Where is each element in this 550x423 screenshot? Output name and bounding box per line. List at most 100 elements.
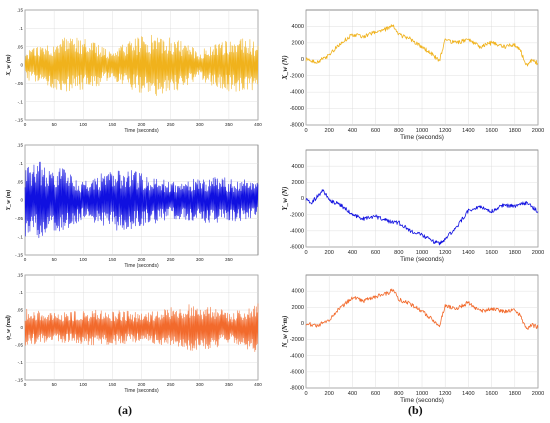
- y-tick-label: .15: [17, 143, 24, 148]
- x-tick-label: 1000: [416, 128, 428, 134]
- y-tick-label: -8000: [290, 123, 304, 129]
- y-tick-label: .15: [17, 273, 24, 278]
- y-tick-label: 0: [20, 63, 23, 68]
- y-tick-label: 0: [301, 57, 304, 63]
- x-tick-label: 50: [52, 122, 58, 127]
- y-tick-label: .05: [17, 44, 24, 49]
- x-tick-label: 400: [348, 391, 357, 397]
- y-tick-label: 0: [301, 321, 304, 327]
- y-axis-label: X_w (m): [5, 54, 12, 76]
- y-tick-label: 4000: [292, 24, 304, 30]
- x-tick-label: 1400: [462, 391, 474, 397]
- x-tick-label: 300: [196, 382, 204, 387]
- x-tick-label: 400: [348, 250, 357, 256]
- y-tick-label: .1: [19, 26, 23, 31]
- chart-yw: 0 50 100 150 200 250 300 350 .15 .1 .05 0 -.05 -.1 -.1…: [5, 143, 259, 269]
- y-axis-label: ψ_w (rad): [5, 315, 12, 340]
- x-axis-label: Time (seconds): [400, 256, 444, 263]
- y-tick-label: 2000: [292, 40, 304, 46]
- y-tick-label: 0: [301, 196, 304, 202]
- x-tick-label: 50: [52, 257, 58, 262]
- x-tick-label: 1800: [509, 128, 521, 134]
- x-tick-label: 800: [394, 391, 403, 397]
- x-tick-label: 0: [304, 128, 307, 134]
- series-line: [305, 288, 539, 330]
- x-tick-label: 1600: [485, 128, 497, 134]
- y-axis-label: X_w (N): [281, 55, 289, 80]
- x-tick-label: 600: [371, 250, 380, 256]
- y-tick-label: -8000: [290, 386, 304, 392]
- x-tick-label: 200: [138, 382, 146, 387]
- x-tick-label: 200: [138, 122, 146, 127]
- y-tick-label: .15: [17, 8, 24, 13]
- x-tick-label: 400: [254, 382, 262, 387]
- x-tick-label: 2000: [532, 391, 544, 397]
- x-tick-label: 0: [24, 257, 27, 262]
- x-tick-label: 1800: [509, 391, 521, 397]
- y-tick-label: -2000: [290, 73, 304, 79]
- y-axis-label: Y_w (N): [281, 187, 289, 211]
- x-tick-label: 100: [79, 257, 87, 262]
- x-tick-label: 2000: [532, 128, 544, 134]
- x-tick-label: 200: [325, 250, 334, 256]
- series-line: [24, 34, 259, 96]
- x-axis-label: Time (seconds): [124, 263, 159, 269]
- series-line: [305, 189, 539, 246]
- y-tick-label: .05: [17, 308, 24, 313]
- x-tick-label: 150: [109, 382, 117, 387]
- x-tick-label: 50: [52, 382, 58, 387]
- x-tick-label: 1800: [509, 250, 521, 256]
- y-tick-label: -.1: [18, 360, 24, 365]
- y-tick-label: -.15: [15, 118, 23, 123]
- x-tick-label: 250: [167, 257, 175, 262]
- x-tick-label: 1600: [485, 250, 497, 256]
- x-tick-label: 600: [371, 128, 380, 134]
- y-tick-label: 2000: [292, 305, 304, 311]
- x-tick-label: 100: [79, 382, 87, 387]
- x-tick-label: 1200: [439, 250, 451, 256]
- series-line: [24, 161, 259, 239]
- panel-label-a: (a): [118, 403, 132, 417]
- x-tick-label: 350: [225, 382, 233, 387]
- y-tick-label: -2000: [290, 337, 304, 343]
- x-tick-label: 0: [304, 391, 307, 397]
- x-tick-label: 250: [167, 122, 175, 127]
- y-axis-label: Y_w (m): [5, 190, 12, 211]
- y-tick-label: 4000: [292, 164, 304, 170]
- x-tick-label: 100: [79, 122, 87, 127]
- chart-xw: 0 50 100 150 200 250 300 350 400 .15 .1 .05 0 -.05 -.1…: [5, 8, 262, 134]
- y-tick-label: -.15: [15, 253, 23, 258]
- x-tick-label: 0: [24, 122, 27, 127]
- x-tick-label: 300: [196, 122, 204, 127]
- x-tick-label: 1400: [462, 128, 474, 134]
- x-tick-label: 1000: [416, 250, 428, 256]
- y-tick-label: -4000: [290, 90, 304, 96]
- x-tick-label: 0: [24, 382, 27, 387]
- chart-Yw: 0 200 400 600 800 1000 1200 1400 1600 1800 2000 400…: [281, 149, 544, 263]
- x-tick-label: 350: [225, 257, 233, 262]
- y-tick-label: -6000: [290, 106, 304, 112]
- x-tick-label: 0: [304, 250, 307, 256]
- chart-Nw: 0 200 400 600 800 1000 1200 1400 1600 1800 2000 400…: [281, 274, 544, 404]
- y-tick-label: -6000: [290, 369, 304, 375]
- y-tick-label: .1: [19, 290, 23, 295]
- x-tick-label: 200: [325, 391, 334, 397]
- x-tick-label: 1200: [439, 391, 451, 397]
- x-tick-label: 1000: [416, 391, 428, 397]
- x-axis-label: Time (seconds): [124, 128, 159, 134]
- x-tick-label: 300: [196, 257, 204, 262]
- x-tick-label: 400: [254, 122, 262, 127]
- x-tick-label: 150: [109, 257, 117, 262]
- x-axis-label: Time (seconds): [124, 388, 159, 394]
- x-tick-label: 250: [167, 382, 175, 387]
- x-axis-label: Time (seconds): [400, 397, 444, 404]
- y-tick-label: -.05: [15, 216, 23, 221]
- series-line: [305, 24, 539, 67]
- x-tick-label: 800: [394, 250, 403, 256]
- y-tick-label: 0: [20, 198, 23, 203]
- x-tick-label: 800: [394, 128, 403, 134]
- y-tick-label: .1: [19, 161, 23, 166]
- series-line: [24, 303, 259, 352]
- x-tick-label: 200: [325, 128, 334, 134]
